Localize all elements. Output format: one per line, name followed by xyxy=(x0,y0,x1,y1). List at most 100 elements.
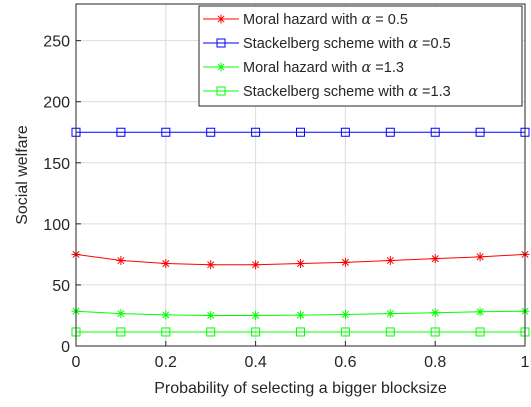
asterisk-stroke xyxy=(117,256,125,265)
data-point xyxy=(206,310,216,320)
data-point xyxy=(251,327,261,337)
data-point xyxy=(251,260,261,270)
legend-label-alpha: α xyxy=(361,12,371,28)
data-point xyxy=(430,127,440,137)
data-point xyxy=(116,309,126,319)
series-2 xyxy=(71,127,530,137)
x-tick-label: 0.8 xyxy=(424,354,446,371)
legend-label-prefix: Stackelberg scheme with xyxy=(243,36,408,52)
legend-entry-2: Stackelberg scheme with α =0.5 xyxy=(203,36,451,52)
x-tick-label: 0.2 xyxy=(155,354,177,371)
data-point xyxy=(251,310,261,320)
data-point xyxy=(430,308,440,318)
data-point xyxy=(116,127,126,137)
asterisk-stroke xyxy=(386,256,394,265)
legend-marker xyxy=(216,14,226,24)
asterisk-stroke xyxy=(162,260,170,268)
legend-label: Stackelberg scheme with α =1.3 xyxy=(243,84,451,100)
y-axis-label: Social welfare xyxy=(14,125,31,225)
data-point xyxy=(206,127,216,137)
asterisk-stroke xyxy=(476,308,484,316)
legend-label-alpha: α xyxy=(408,36,418,52)
data-point xyxy=(475,252,485,262)
legend-marker xyxy=(216,86,226,96)
data-point xyxy=(161,259,171,269)
legend-label: Moral hazard with α = 0.5 xyxy=(243,12,408,28)
asterisk-stroke xyxy=(386,310,394,318)
legend-label-prefix: Moral hazard with xyxy=(243,60,361,76)
y-tick-label: 100 xyxy=(43,217,70,234)
legend-label-suffix: =1.3 xyxy=(371,60,404,76)
legend-label-prefix: Moral hazard with xyxy=(243,12,361,28)
series-1 xyxy=(71,249,530,270)
legend-box xyxy=(198,5,523,107)
data-point xyxy=(206,327,216,337)
legend-label-suffix: =0.5 xyxy=(418,36,451,52)
data-point xyxy=(385,127,395,137)
legend: Moral hazard with α = 0.5 Stackelberg sch… xyxy=(198,5,523,107)
data-point xyxy=(385,309,395,319)
data-point xyxy=(385,256,395,265)
asterisk-stroke xyxy=(341,310,349,319)
x-tick-label: 0.6 xyxy=(334,354,356,371)
asterisk-stroke xyxy=(431,255,439,263)
legend-entry-1: Moral hazard with α = 0.5 xyxy=(203,12,408,28)
data-point xyxy=(161,310,171,320)
data-point xyxy=(340,127,350,137)
x-tick-label: 0.4 xyxy=(244,354,266,371)
legend-label-suffix: =1.3 xyxy=(418,84,451,100)
data-point xyxy=(296,310,305,320)
series-4 xyxy=(71,327,530,337)
legend-label: Stackelberg scheme with α =0.5 xyxy=(243,36,451,52)
asterisk-stroke xyxy=(162,311,170,319)
data-point xyxy=(296,127,305,137)
legend-label-suffix: = 0.5 xyxy=(371,12,408,28)
asterisk-stroke xyxy=(296,260,305,268)
asterisk-stroke xyxy=(117,310,125,318)
asterisk-stroke xyxy=(217,63,225,71)
data-point xyxy=(116,256,126,265)
data-point xyxy=(116,327,126,337)
data-point xyxy=(340,327,350,337)
data-point xyxy=(340,257,350,267)
asterisk-stroke xyxy=(207,261,215,269)
y-tick-label: 200 xyxy=(43,95,70,112)
data-point xyxy=(475,327,485,337)
data-point xyxy=(296,327,305,337)
y-tick-label: 150 xyxy=(43,156,70,173)
y-tick-label: 0 xyxy=(61,339,70,356)
plot-frame xyxy=(75,3,526,347)
legend-label-prefix: Stackelberg scheme with xyxy=(243,84,408,100)
asterisk-stroke xyxy=(252,261,260,269)
asterisk-stroke xyxy=(296,311,305,319)
asterisk-stroke xyxy=(341,258,349,266)
ticks: 0 0.2 0.4 0.6 0.8 1 0 50 100 150 200 250 xyxy=(43,34,529,371)
y-tick-label: 250 xyxy=(43,34,70,51)
x-tick-label: 1 xyxy=(521,354,530,371)
legend-entry-4: Stackelberg scheme with α =1.3 xyxy=(203,84,451,100)
legend-label-alpha: α xyxy=(408,84,418,100)
x-axis-label: Probability of selecting a bigger blocks… xyxy=(154,380,447,397)
data-point xyxy=(206,260,216,270)
data-point xyxy=(161,327,171,337)
asterisk-stroke xyxy=(431,309,439,317)
data-point xyxy=(251,127,261,137)
legend-marker xyxy=(216,62,226,72)
data-point xyxy=(340,309,350,319)
data-point xyxy=(475,307,485,317)
data-point xyxy=(161,127,171,137)
x-tick-label: 0 xyxy=(72,354,81,371)
asterisk-stroke xyxy=(252,311,260,319)
data-point xyxy=(385,327,395,337)
y-tick-label: 50 xyxy=(52,278,70,295)
asterisk-stroke xyxy=(217,15,225,23)
data-point xyxy=(296,259,305,269)
data-point xyxy=(430,327,440,337)
data-point xyxy=(475,127,485,137)
legend-label-alpha: α xyxy=(361,60,371,76)
asterisk-stroke xyxy=(207,311,215,319)
asterisk-stroke xyxy=(476,253,484,261)
data-point xyxy=(430,254,440,264)
legend-label: Moral hazard with α =1.3 xyxy=(243,60,404,76)
